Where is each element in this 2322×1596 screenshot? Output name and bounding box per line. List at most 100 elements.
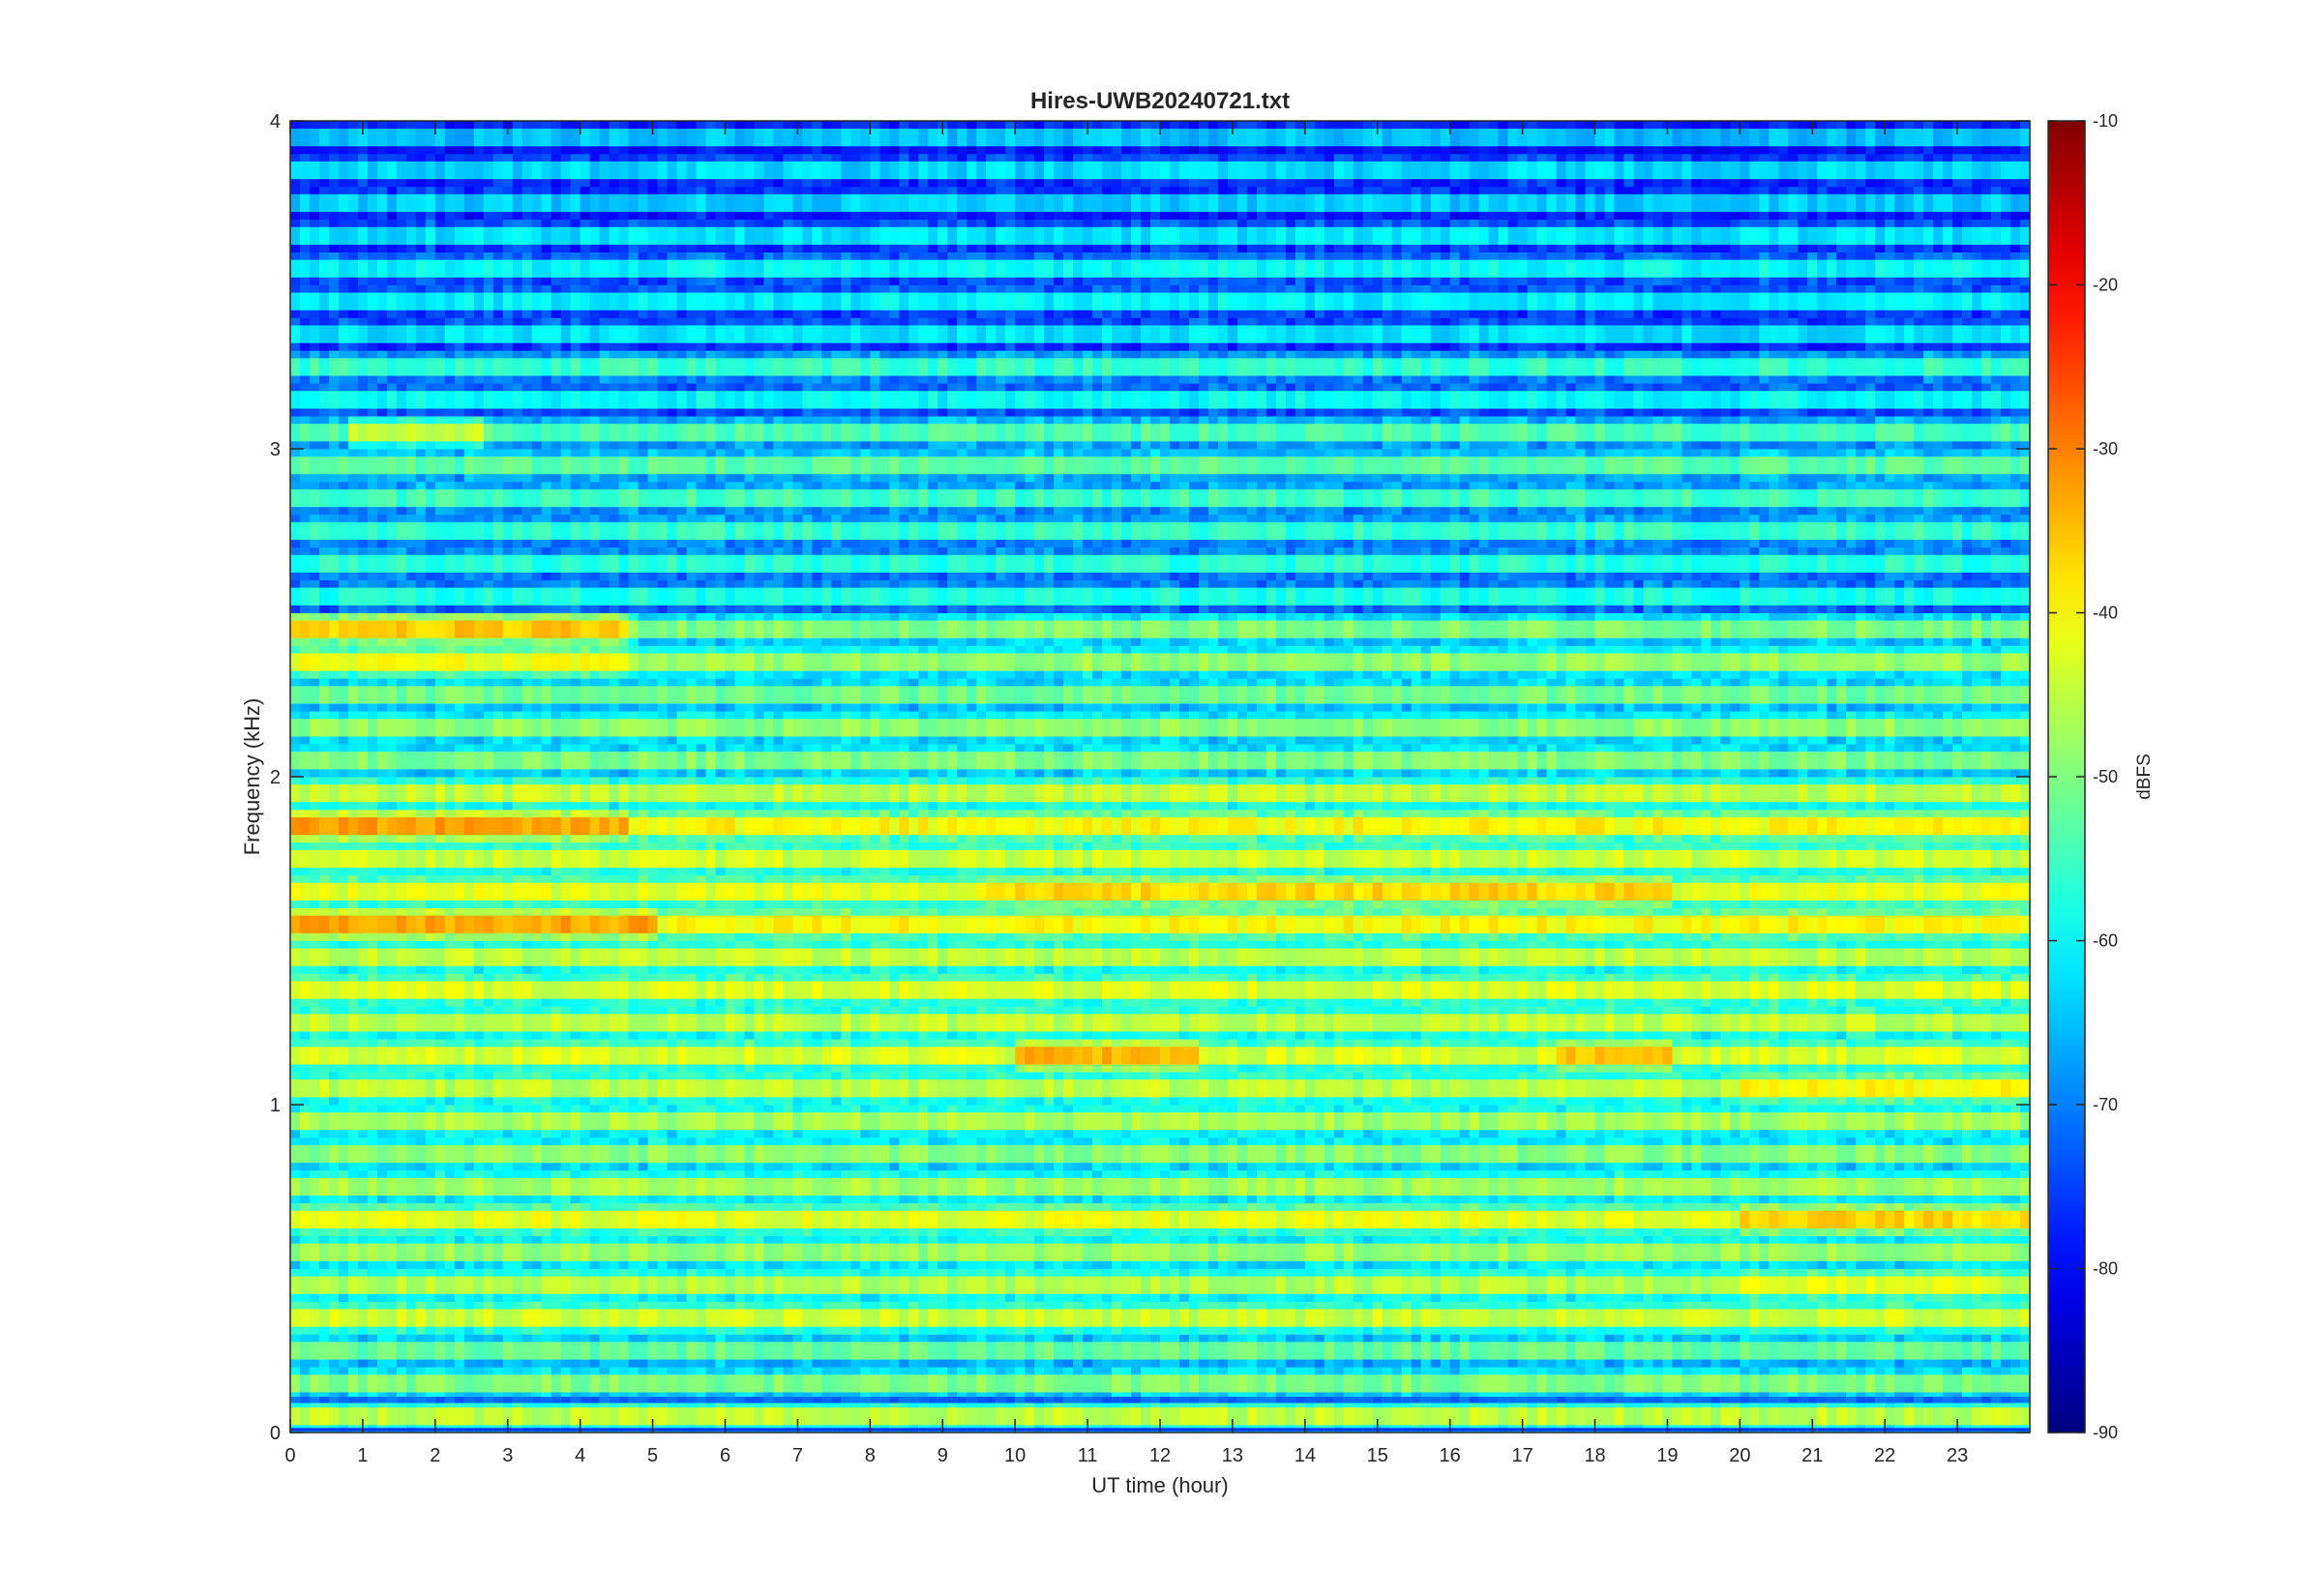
heatmap-cell xyxy=(328,802,340,811)
heatmap-cell xyxy=(405,670,417,679)
heatmap-cell xyxy=(376,670,388,679)
heatmap-cell xyxy=(628,1243,640,1262)
heatmap-cell xyxy=(473,769,485,778)
heatmap-cell xyxy=(463,868,475,876)
heatmap-cell xyxy=(560,1359,572,1368)
heatmap-cell xyxy=(492,350,504,359)
heatmap-cell xyxy=(667,645,678,654)
heatmap-cell xyxy=(415,383,427,392)
heatmap-cell xyxy=(512,882,523,901)
heatmap-cell xyxy=(434,1064,446,1073)
heatmap-cell xyxy=(454,802,465,811)
heatmap-cell xyxy=(328,350,340,359)
heatmap-cell xyxy=(502,350,514,359)
heatmap-cell xyxy=(502,128,514,147)
heatmap-cell xyxy=(386,1428,398,1432)
heatmap-cell xyxy=(618,948,630,967)
heatmap-cell xyxy=(492,1260,504,1269)
heatmap-cell xyxy=(551,907,562,916)
heatmap-cell xyxy=(405,736,417,745)
heatmap-cell xyxy=(376,1144,388,1164)
heatmap-cell xyxy=(618,1326,630,1335)
heatmap-cell xyxy=(492,1359,504,1368)
heatmap-cell xyxy=(647,1064,659,1073)
heatmap-cell xyxy=(676,456,688,475)
heatmap-cell xyxy=(618,554,630,574)
heatmap-cell xyxy=(396,1177,407,1197)
heatmap-cell xyxy=(647,587,659,606)
heatmap-cell xyxy=(434,514,446,522)
heatmap-cell xyxy=(473,718,485,737)
heatmap-cell xyxy=(328,121,340,130)
heatmap-cell xyxy=(638,121,649,130)
heatmap-cell xyxy=(580,251,591,260)
heatmap-cell xyxy=(357,711,369,720)
heatmap-cell xyxy=(483,540,494,548)
heatmap-cell xyxy=(483,1072,494,1080)
heatmap-cell xyxy=(647,310,659,318)
heatmap-cell xyxy=(367,1064,378,1073)
heatmap-cell xyxy=(405,1031,417,1040)
heatmap-cell xyxy=(473,1374,485,1393)
heatmap-cell xyxy=(405,587,417,606)
heatmap-cell xyxy=(473,1227,485,1236)
heatmap-cell xyxy=(609,121,620,130)
heatmap-cell xyxy=(309,612,320,621)
heatmap-cell xyxy=(599,1039,610,1048)
heatmap-cell xyxy=(531,1006,543,1015)
heatmap-cell xyxy=(609,842,620,850)
heatmap-cell xyxy=(638,408,649,417)
heatmap-cell xyxy=(551,1309,562,1328)
heatmap-cell xyxy=(492,998,504,1007)
heatmap-cell xyxy=(618,965,630,974)
heatmap-cell xyxy=(676,1130,688,1138)
heatmap-cell xyxy=(676,981,688,1000)
heatmap-cell xyxy=(367,488,378,508)
heatmap-cell xyxy=(599,284,610,293)
heatmap-cell xyxy=(531,1276,543,1295)
heatmap-cell xyxy=(473,357,485,376)
heatmap-cell xyxy=(570,1013,581,1032)
heatmap-cell xyxy=(454,161,465,180)
heatmap-cell xyxy=(444,1392,456,1401)
heatmap-cell xyxy=(405,1111,417,1131)
heatmap-cell xyxy=(551,1293,562,1302)
heatmap-cell xyxy=(628,481,640,489)
heatmap-cell xyxy=(309,965,320,974)
heatmap-cell xyxy=(560,128,572,147)
heatmap-cell xyxy=(580,547,591,555)
heatmap-cell xyxy=(347,488,359,508)
heatmap-cell xyxy=(425,128,436,147)
heatmap-cell xyxy=(676,1137,688,1145)
heatmap-cell xyxy=(376,612,388,621)
heatmap-cell xyxy=(638,1031,649,1040)
heatmap-cell xyxy=(521,685,533,704)
heatmap-cell xyxy=(492,1097,504,1106)
heatmap-cell xyxy=(483,1196,494,1204)
heatmap-cell xyxy=(609,1031,620,1040)
heatmap-cell xyxy=(309,718,320,737)
heatmap-cell xyxy=(483,219,494,227)
heatmap-cell xyxy=(551,1359,562,1368)
heatmap-cell xyxy=(425,915,436,934)
heatmap-cell xyxy=(551,325,562,344)
heatmap-cell xyxy=(473,292,485,311)
heatmap-cell xyxy=(570,514,581,522)
heatmap-cell xyxy=(570,1326,581,1335)
heatmap-cell xyxy=(405,1130,417,1138)
heatmap-cell xyxy=(444,193,456,213)
heatmap-cell xyxy=(541,1309,552,1328)
heatmap-cell xyxy=(338,153,349,162)
heatmap-cell xyxy=(502,744,514,753)
heatmap-cell xyxy=(463,277,475,285)
heatmap-cell xyxy=(434,981,446,1000)
heatmap-cell xyxy=(328,1367,340,1375)
heatmap-cell xyxy=(599,128,610,147)
heatmap-cell xyxy=(667,423,678,442)
heatmap-cell xyxy=(570,711,581,720)
heatmap-cell xyxy=(512,193,523,213)
heatmap-cell xyxy=(618,521,630,541)
heatmap-cell xyxy=(589,1406,601,1426)
heatmap-cell xyxy=(628,342,640,351)
heatmap-cell xyxy=(512,277,523,285)
